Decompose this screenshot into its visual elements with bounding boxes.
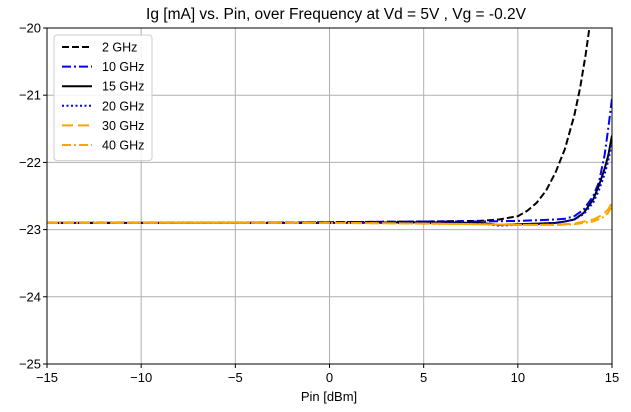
x-tick-label: −5	[228, 370, 243, 385]
y-tick-label: −23	[19, 222, 41, 237]
y-tick-label: −25	[19, 357, 41, 372]
x-tick-label: 5	[420, 370, 427, 385]
legend-box	[53, 34, 153, 162]
y-tick-label: −22	[19, 155, 41, 170]
x-tick-label: 15	[605, 370, 619, 385]
legend-label: 30 GHz	[102, 119, 144, 133]
axis-ticks: −15 −10 −5 0 5 10 15 −25 −24 −23 −22 −21 −20	[19, 21, 619, 386]
y-tick-label: −20	[19, 21, 41, 36]
x-tick-label: −15	[36, 370, 58, 385]
y-tick-label: −21	[19, 88, 41, 103]
legend-label: 10 GHz	[102, 60, 144, 74]
legend-label: 2 GHz	[102, 41, 137, 55]
x-tick-label: 0	[326, 370, 333, 385]
legend-label: 40 GHz	[102, 139, 144, 153]
legend-label: 15 GHz	[102, 80, 144, 94]
series-line-6	[47, 205, 612, 226]
x-axis-label: Pin [dBm]	[301, 389, 357, 404]
legend: 2 GHz 10 GHz 15 GHz 20 GHz 30 GHz 40 GHz	[53, 34, 153, 162]
legend-label: 20 GHz	[102, 99, 144, 113]
series-layer	[47, 28, 612, 227]
y-tick-label: −24	[19, 289, 41, 304]
chart-title: Ig [mA] vs. Pin, over Frequency at Vd = …	[146, 6, 527, 23]
series-line-5	[47, 202, 612, 226]
x-tick-label: 10	[511, 370, 525, 385]
x-tick-label: −10	[130, 370, 152, 385]
